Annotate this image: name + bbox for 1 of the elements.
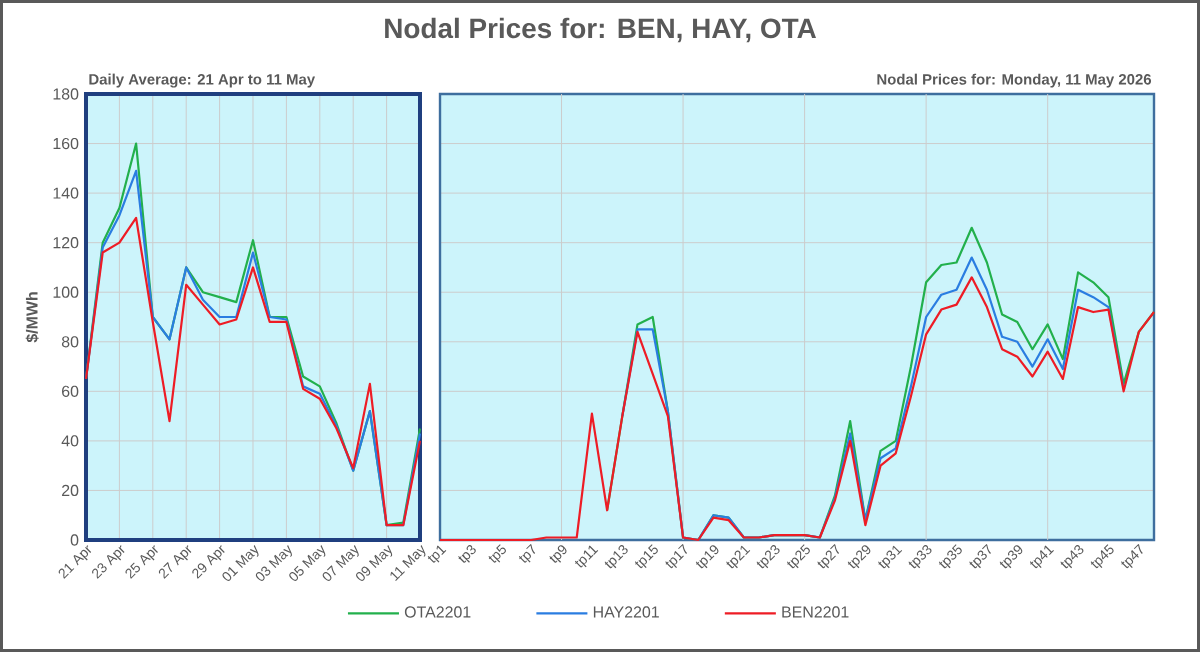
chart-title: Nodal Prices for: BEN, HAY, OTA bbox=[385, 17, 817, 43]
